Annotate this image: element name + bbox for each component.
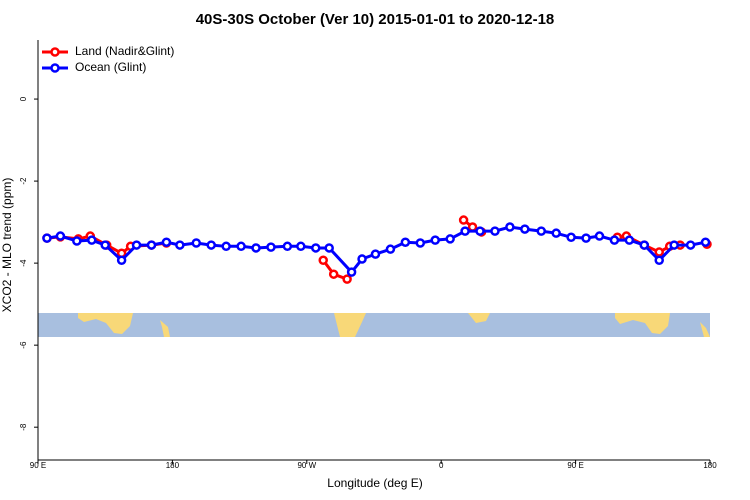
point bbox=[654, 255, 664, 266]
point bbox=[460, 226, 470, 236]
point bbox=[206, 240, 216, 250]
chart-title: 40S-30S October (Ver 10) 2015-01-01 to 2… bbox=[196, 11, 555, 28]
y-tick-label: -8 bbox=[19, 423, 28, 431]
point bbox=[551, 228, 561, 238]
point bbox=[116, 255, 127, 266]
point bbox=[100, 240, 110, 250]
point bbox=[251, 243, 261, 253]
point bbox=[146, 240, 157, 250]
y-tick-label: 0 bbox=[19, 96, 28, 101]
y-axis-title: XCO2 - MLO trend (ppm) bbox=[0, 178, 14, 313]
point bbox=[55, 231, 66, 241]
point bbox=[685, 240, 696, 250]
point bbox=[520, 224, 530, 234]
point bbox=[581, 233, 591, 243]
x-tick-label: 180 bbox=[703, 461, 717, 470]
point bbox=[221, 241, 231, 252]
x-tick-label: 90 E bbox=[30, 461, 46, 470]
point bbox=[266, 242, 276, 252]
point bbox=[318, 255, 328, 266]
point bbox=[467, 222, 478, 232]
point bbox=[342, 274, 352, 284]
legend-marker bbox=[50, 47, 60, 57]
point bbox=[415, 238, 426, 248]
x-axis-title: Longitude (deg E) bbox=[327, 476, 422, 490]
point bbox=[131, 240, 142, 250]
point bbox=[609, 235, 620, 245]
point bbox=[42, 233, 52, 243]
series-line bbox=[47, 220, 707, 279]
point bbox=[505, 222, 515, 232]
point bbox=[639, 240, 650, 250]
point bbox=[296, 241, 306, 252]
point bbox=[370, 249, 381, 259]
x-tick-label: 180 bbox=[166, 461, 180, 470]
legend-marker bbox=[50, 63, 60, 73]
y-tick-label: -4 bbox=[19, 259, 28, 267]
point bbox=[669, 240, 679, 250]
point bbox=[191, 238, 202, 248]
point bbox=[400, 237, 411, 247]
point bbox=[324, 243, 334, 253]
point bbox=[566, 232, 576, 243]
point bbox=[357, 254, 367, 264]
point bbox=[175, 240, 185, 250]
y-tick-label: -2 bbox=[19, 177, 28, 185]
point bbox=[346, 267, 357, 277]
map-strip bbox=[38, 313, 710, 337]
point bbox=[236, 241, 246, 252]
point bbox=[536, 226, 547, 236]
y-tick-label: -6 bbox=[19, 341, 28, 349]
point bbox=[458, 215, 469, 225]
point bbox=[445, 234, 455, 244]
point bbox=[654, 247, 664, 257]
point bbox=[475, 226, 485, 236]
point bbox=[311, 243, 321, 253]
point bbox=[490, 226, 500, 236]
point bbox=[594, 231, 605, 241]
point bbox=[282, 241, 293, 252]
point bbox=[161, 237, 172, 247]
point bbox=[87, 235, 97, 245]
x-tick-label: 90 W bbox=[297, 461, 316, 470]
x-tick-label: 0 bbox=[439, 461, 444, 470]
legend-label: Ocean (Glint) bbox=[75, 60, 146, 74]
point bbox=[72, 236, 82, 246]
point bbox=[385, 244, 396, 254]
legend-label: Land (Nadir&Glint) bbox=[75, 44, 174, 58]
point bbox=[328, 269, 339, 279]
point bbox=[624, 235, 635, 245]
point bbox=[700, 237, 711, 247]
x-tick-label: 90 E bbox=[567, 461, 583, 470]
point bbox=[430, 235, 440, 245]
